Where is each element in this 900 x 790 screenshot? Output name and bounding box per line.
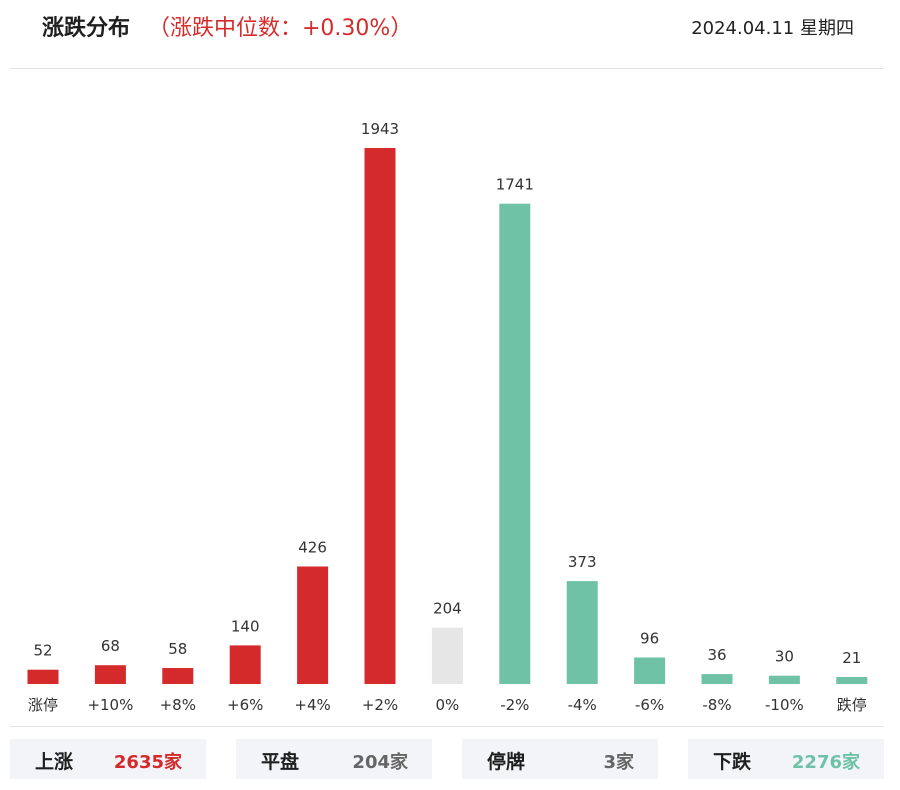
category-label-4: +4%	[294, 696, 330, 714]
bar-4	[297, 566, 329, 684]
bar-7	[499, 203, 531, 684]
summary-up-label: 上涨	[35, 751, 74, 773]
summary-flat-value: 204家	[352, 752, 408, 773]
category-label-0: 涨停	[28, 696, 58, 714]
chart-header: 涨跌分布 （涨跌中位数：+0.30%） 2024.04.11 星期四	[0, 0, 900, 68]
value-label-11: 30	[775, 648, 794, 666]
category-label-1: +10%	[87, 696, 133, 714]
bar-8	[566, 581, 598, 684]
bar-5	[364, 148, 396, 684]
value-label-10: 36	[707, 646, 726, 664]
median-change-text: （涨跌中位数：+0.30%）	[148, 16, 413, 41]
category-label-3: +6%	[227, 696, 263, 714]
bar-3	[229, 645, 261, 684]
value-label-1: 68	[101, 637, 120, 655]
top-divider	[10, 68, 884, 69]
page-title: 涨跌分布	[42, 16, 131, 41]
summary-up: 上涨 2635家	[10, 739, 206, 779]
bar-1	[94, 665, 126, 684]
bar-0	[27, 669, 59, 684]
value-label-6: 204	[433, 600, 462, 618]
summary-suspended-value: 3家	[603, 752, 634, 773]
bar-9	[634, 657, 666, 684]
value-label-5: 1943	[361, 120, 399, 138]
category-label-7: -2%	[500, 696, 529, 714]
category-label-8: -4%	[568, 696, 597, 714]
value-label-2: 58	[168, 640, 187, 658]
value-label-12: 21	[842, 649, 861, 667]
bars-group	[27, 148, 868, 684]
category-labels-group: 涨停 +10% +8% +6% +4% +2% 0% -2% -4% -6% -8% -10% 跌停	[28, 696, 867, 714]
summary-suspended-label: 停牌	[487, 751, 526, 773]
value-label-0: 52	[33, 642, 52, 660]
summary-flat-label: 平盘	[261, 751, 300, 773]
value-labels-group: 52 68 58 140 426 1943 204 1741 373 96 36 30 21	[33, 120, 861, 667]
category-label-12: 跌停	[837, 696, 867, 714]
value-label-7: 1741	[496, 176, 534, 194]
category-label-5: +2%	[362, 696, 398, 714]
summary-down-value: 2276家	[791, 752, 860, 773]
summary-down-label: 下跌	[713, 751, 752, 773]
category-label-2: +8%	[160, 696, 196, 714]
category-label-10: -8%	[702, 696, 731, 714]
summary-up-value: 2635家	[113, 752, 182, 773]
value-label-9: 96	[640, 630, 659, 648]
distribution-bar-chart: 52 68 58 140 426 1943 204 1741 373 96 36 30 21 涨停 +10…	[27, 120, 868, 714]
bar-12	[836, 677, 868, 684]
date-label: 2024.04.11 星期四	[691, 18, 854, 39]
summary-flat: 平盘 204家	[236, 739, 432, 779]
value-label-4: 426	[298, 539, 327, 557]
summary-down: 下跌 2276家	[688, 739, 884, 779]
category-label-6: 0%	[436, 696, 460, 714]
category-label-9: -6%	[635, 696, 664, 714]
bar-10	[701, 674, 733, 684]
summary-suspended: 停牌 3家	[462, 739, 658, 779]
value-label-8: 373	[568, 553, 597, 571]
category-label-11: -10%	[765, 696, 804, 714]
value-label-3: 140	[231, 617, 260, 635]
bar-6	[431, 627, 463, 684]
bar-2	[162, 668, 194, 684]
bottom-divider	[10, 726, 884, 727]
bar-11	[768, 675, 800, 684]
